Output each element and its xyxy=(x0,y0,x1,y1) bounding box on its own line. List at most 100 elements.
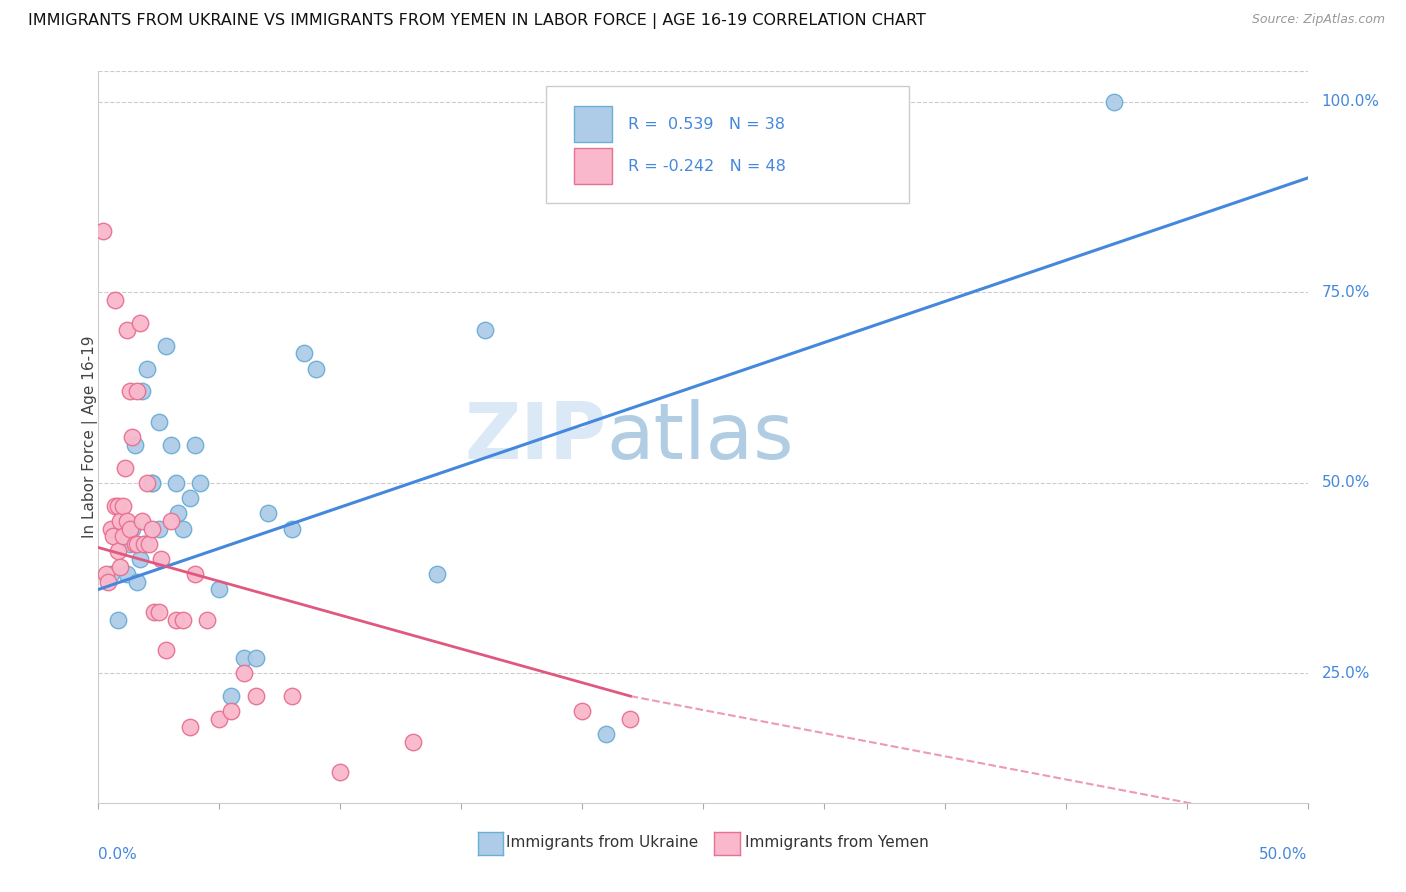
Point xyxy=(127,537,149,551)
FancyBboxPatch shape xyxy=(574,148,613,184)
Point xyxy=(155,643,177,657)
Point xyxy=(571,705,593,719)
Point xyxy=(195,613,218,627)
Point xyxy=(160,438,183,452)
Point xyxy=(104,499,127,513)
Point xyxy=(1102,95,1125,109)
Point xyxy=(595,727,617,741)
Point xyxy=(141,521,163,535)
FancyBboxPatch shape xyxy=(546,86,908,203)
Point xyxy=(124,438,146,452)
Point xyxy=(474,323,496,337)
Point xyxy=(165,475,187,490)
Text: 0.0%: 0.0% xyxy=(98,847,138,862)
Point xyxy=(111,529,134,543)
Point xyxy=(104,293,127,307)
Point xyxy=(108,514,131,528)
Point xyxy=(155,339,177,353)
Point xyxy=(135,361,157,376)
Point xyxy=(232,651,254,665)
Point xyxy=(128,552,150,566)
FancyBboxPatch shape xyxy=(574,106,613,143)
Point xyxy=(179,491,201,505)
Point xyxy=(97,574,120,589)
Text: 75.0%: 75.0% xyxy=(1322,285,1369,300)
Point xyxy=(221,689,243,703)
Point xyxy=(148,415,170,429)
Point xyxy=(150,552,173,566)
Point xyxy=(117,567,139,582)
Point xyxy=(117,514,139,528)
Point xyxy=(402,735,425,749)
Text: ZIP: ZIP xyxy=(464,399,606,475)
Point xyxy=(101,529,124,543)
Point xyxy=(118,521,141,535)
Point xyxy=(107,613,129,627)
Point xyxy=(426,567,449,582)
Point xyxy=(245,689,267,703)
Point xyxy=(221,705,243,719)
Point xyxy=(128,316,150,330)
Point xyxy=(107,499,129,513)
Point xyxy=(114,460,136,475)
Point xyxy=(188,475,211,490)
Point xyxy=(165,613,187,627)
Point xyxy=(134,537,156,551)
Text: 50.0%: 50.0% xyxy=(1322,475,1369,491)
Point xyxy=(292,346,315,360)
Point xyxy=(143,605,166,619)
Point xyxy=(172,521,194,535)
Point xyxy=(118,384,141,399)
Point xyxy=(94,567,117,582)
Text: atlas: atlas xyxy=(606,399,794,475)
Point xyxy=(91,224,114,238)
Text: R = -0.242   N = 48: R = -0.242 N = 48 xyxy=(628,159,786,174)
Text: Source: ZipAtlas.com: Source: ZipAtlas.com xyxy=(1251,13,1385,27)
Point xyxy=(127,384,149,399)
Point xyxy=(131,514,153,528)
Point xyxy=(167,506,190,520)
Point xyxy=(245,651,267,665)
Point xyxy=(208,582,231,597)
Point xyxy=(100,567,122,582)
Point xyxy=(148,521,170,535)
Point xyxy=(256,506,278,520)
Point xyxy=(148,605,170,619)
Point xyxy=(124,537,146,551)
Text: 25.0%: 25.0% xyxy=(1322,665,1369,681)
Point xyxy=(208,712,231,726)
Point xyxy=(141,475,163,490)
Text: Immigrants from Yemen: Immigrants from Yemen xyxy=(745,836,929,850)
Point xyxy=(121,521,143,535)
Point xyxy=(108,559,131,574)
Point xyxy=(134,537,156,551)
Text: 100.0%: 100.0% xyxy=(1322,95,1379,110)
Point xyxy=(138,537,160,551)
Point xyxy=(131,384,153,399)
Point xyxy=(179,720,201,734)
Text: 50.0%: 50.0% xyxy=(1260,847,1308,862)
Point xyxy=(184,438,207,452)
Point xyxy=(160,514,183,528)
Point xyxy=(118,537,141,551)
Point xyxy=(329,765,352,780)
Point xyxy=(141,475,163,490)
Point xyxy=(281,689,304,703)
Point xyxy=(172,613,194,627)
Point xyxy=(121,430,143,444)
Point xyxy=(135,475,157,490)
Text: R =  0.539   N = 38: R = 0.539 N = 38 xyxy=(628,117,785,132)
Point xyxy=(305,361,328,376)
Point xyxy=(232,666,254,681)
Text: IMMIGRANTS FROM UKRAINE VS IMMIGRANTS FROM YEMEN IN LABOR FORCE | AGE 16-19 CORR: IMMIGRANTS FROM UKRAINE VS IMMIGRANTS FR… xyxy=(28,13,927,29)
Point xyxy=(107,544,129,558)
Point xyxy=(117,323,139,337)
Point xyxy=(184,567,207,582)
Point xyxy=(281,521,304,535)
Point xyxy=(111,499,134,513)
Point xyxy=(619,712,641,726)
Text: Immigrants from Ukraine: Immigrants from Ukraine xyxy=(506,836,699,850)
Point xyxy=(127,574,149,589)
Point xyxy=(100,521,122,535)
Y-axis label: In Labor Force | Age 16-19: In Labor Force | Age 16-19 xyxy=(82,335,98,539)
